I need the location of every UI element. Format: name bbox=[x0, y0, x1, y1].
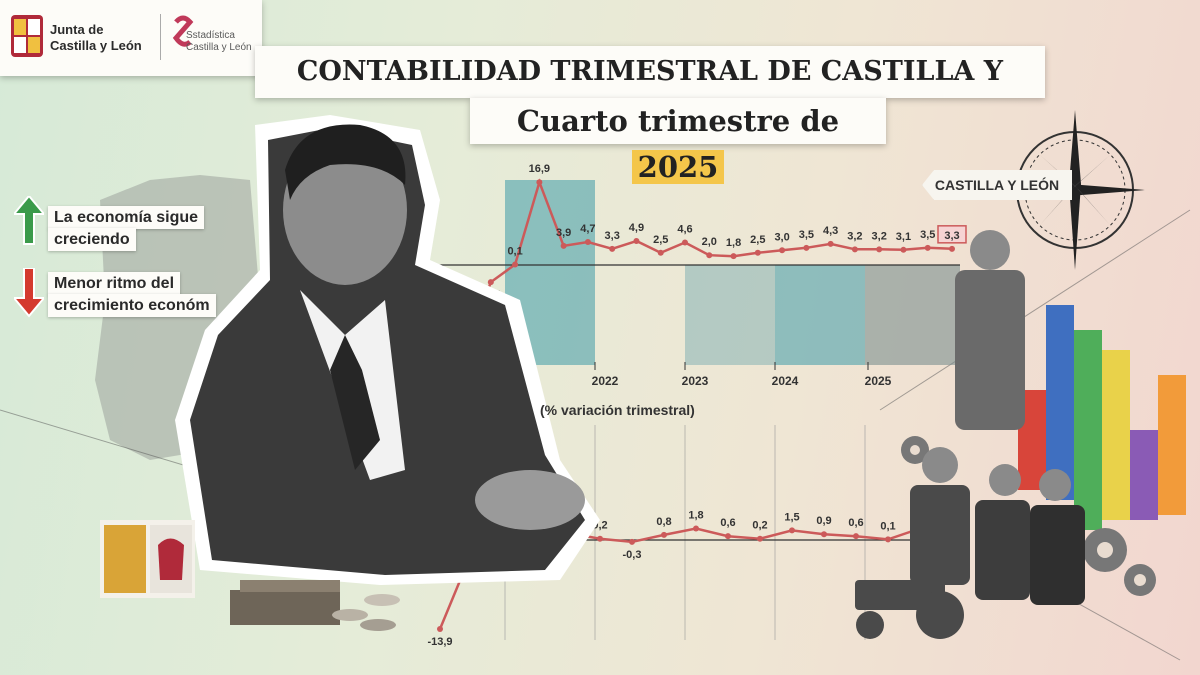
year-label-2024: 2024 bbox=[772, 374, 799, 388]
year-label-2025: 2025 bbox=[865, 374, 892, 388]
data-label: 3,5 bbox=[920, 229, 935, 241]
data-label: 0,6 bbox=[848, 517, 863, 529]
axis-note: (% variación trimestral) bbox=[540, 402, 695, 418]
year-axis: 20212022202320242025 bbox=[502, 362, 892, 388]
speaker-photo-cutout bbox=[175, 115, 600, 585]
data-point bbox=[693, 525, 699, 532]
data-label: 0,1 bbox=[880, 520, 895, 532]
last-value-highlight bbox=[937, 225, 967, 244]
data-label: -0,3 bbox=[623, 549, 642, 561]
estadistica-logo-line1: Sstadística bbox=[186, 30, 235, 41]
data-point bbox=[560, 242, 567, 249]
data-label: 2,5 bbox=[653, 234, 668, 246]
data-point bbox=[924, 244, 931, 251]
data-point bbox=[885, 536, 891, 543]
data-point bbox=[876, 246, 883, 253]
workers-photo-cutout bbox=[910, 230, 1085, 605]
data-label: 3,2 bbox=[847, 230, 862, 242]
data-point bbox=[853, 533, 859, 540]
up-arrow-icon bbox=[14, 196, 44, 245]
data-label: 1,8 bbox=[726, 237, 741, 249]
data-label: 4,3 bbox=[823, 225, 838, 237]
data-label: 1,8 bbox=[688, 509, 703, 521]
bullet-slowdown-line2: crecimiento económ bbox=[48, 294, 216, 317]
coins-books-decoration bbox=[230, 580, 400, 631]
data-label: 3,3 bbox=[944, 230, 959, 242]
data-point bbox=[597, 535, 603, 542]
year-band-2024 bbox=[775, 265, 865, 365]
page-subtitle: Cuarto trimestre de 2025 bbox=[470, 98, 886, 184]
page-title: CONTABILIDAD TRIMESTRAL DE CASTILLA Y LE… bbox=[255, 46, 1045, 139]
bullet-slowdown-line1: Menor ritmo del bbox=[48, 272, 181, 295]
data-point bbox=[821, 531, 827, 538]
tractor-icon bbox=[855, 580, 964, 639]
data-label: 16,9 bbox=[529, 163, 550, 175]
data-point bbox=[437, 625, 443, 632]
year-band-2023 bbox=[685, 265, 775, 365]
data-point bbox=[779, 247, 786, 254]
data-point bbox=[725, 533, 731, 540]
data-label: 3,2 bbox=[872, 230, 887, 242]
junta-logo-line2: Castilla y León bbox=[50, 38, 142, 53]
subtitle-prefix: Cuarto trimestre de bbox=[516, 104, 840, 138]
data-point bbox=[706, 252, 713, 259]
data-point bbox=[851, 246, 858, 253]
estadistica-logo-line2: Castilla y León bbox=[186, 42, 252, 53]
region-tag: CASTILLA Y LEÓN bbox=[922, 170, 1072, 200]
year-band-2025 bbox=[865, 265, 960, 365]
year-label-2022: 2022 bbox=[592, 374, 619, 388]
data-label: 0,8 bbox=[656, 516, 671, 528]
header-logos: Junta de Castilla y León Sstadística Cas… bbox=[0, 0, 262, 76]
subtitle-year: 2025 bbox=[631, 150, 725, 184]
data-point bbox=[661, 531, 667, 538]
estadistica-logo-icon bbox=[172, 15, 194, 47]
data-label: 2,0 bbox=[702, 236, 717, 248]
data-point bbox=[633, 237, 640, 244]
data-point bbox=[754, 249, 761, 256]
data-label: 3,9 bbox=[556, 227, 571, 239]
coat-of-arms-icon bbox=[100, 520, 195, 598]
data-label: 1,5 bbox=[784, 511, 799, 523]
data-point bbox=[789, 527, 795, 534]
data-label: 3,1 bbox=[896, 231, 911, 243]
bullet-growth-line1: La economía sigue bbox=[48, 206, 205, 229]
data-point bbox=[536, 179, 543, 186]
gear-icon bbox=[901, 436, 1156, 596]
data-point bbox=[900, 246, 907, 253]
data-label: -13,9 bbox=[427, 636, 452, 648]
bullet-growth-line2: creciendo bbox=[48, 228, 136, 251]
down-arrow-icon bbox=[14, 268, 44, 318]
data-label: 3,0 bbox=[774, 231, 789, 243]
data-point bbox=[949, 245, 955, 252]
junta-logo-line1: Junta de bbox=[50, 22, 104, 37]
data-point bbox=[682, 239, 688, 246]
data-point bbox=[757, 535, 763, 542]
year-label-2023: 2023 bbox=[682, 374, 709, 388]
data-point bbox=[584, 238, 591, 245]
data-point bbox=[803, 244, 810, 251]
data-point bbox=[487, 279, 494, 286]
data-point bbox=[730, 253, 737, 260]
data-point bbox=[827, 240, 834, 247]
junta-coat-of-arms-icon bbox=[11, 15, 43, 57]
data-label: 3,3 bbox=[605, 230, 620, 242]
data-label: 2,5 bbox=[750, 234, 765, 246]
data-label: 0,1 bbox=[507, 246, 522, 258]
data-point bbox=[609, 245, 616, 252]
data-label: 0,2 bbox=[752, 520, 767, 532]
data-point bbox=[512, 261, 519, 268]
data-label: 0,6 bbox=[720, 517, 735, 529]
data-label: 4,7 bbox=[580, 223, 595, 235]
data-label: 4,6 bbox=[677, 223, 692, 235]
data-point bbox=[629, 538, 635, 545]
decorative-bar-graph bbox=[1018, 305, 1186, 530]
data-label: 3,5 bbox=[799, 229, 814, 241]
data-label: 0,9 bbox=[816, 515, 831, 527]
data-label: 4,9 bbox=[629, 222, 644, 234]
data-point bbox=[657, 249, 664, 256]
